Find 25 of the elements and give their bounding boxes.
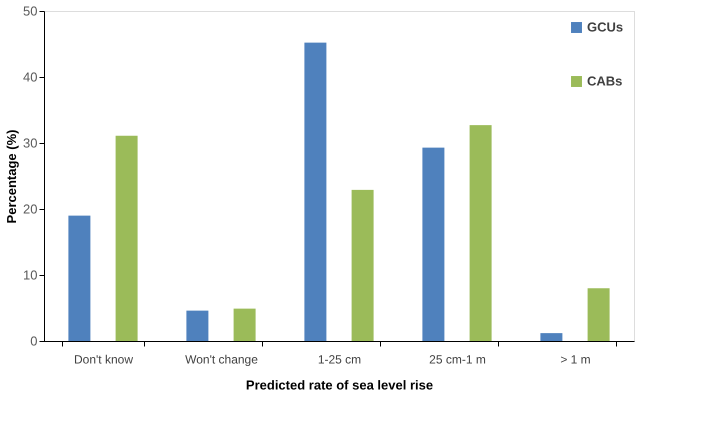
x-tick-label: > 1 m <box>560 352 591 366</box>
x-tick-label: 25 cm-1 m <box>429 352 486 366</box>
bar <box>304 42 326 341</box>
bar <box>116 136 138 341</box>
y-tick-label: 10 <box>23 268 38 282</box>
y-tick-label: 40 <box>23 70 38 84</box>
bar <box>234 308 256 341</box>
y-tick-label: 0 <box>30 334 38 348</box>
y-tick-label: 30 <box>23 136 38 150</box>
bar <box>186 310 208 341</box>
bar <box>540 333 562 341</box>
x-tick-label: Won't change <box>185 352 258 366</box>
legend-label: GCUs <box>587 20 624 34</box>
x-tick-label: 1-25 cm <box>318 352 362 366</box>
y-axis-title: Percentage (%) <box>4 130 20 224</box>
bar <box>422 148 444 341</box>
legend-label: CABs <box>587 74 622 88</box>
bar <box>352 190 374 341</box>
x-axis-title: Predicted rate of sea level rise <box>246 378 434 392</box>
bar <box>470 125 492 341</box>
x-tick-label: Don't know <box>74 352 134 366</box>
y-tick-label: 50 <box>23 4 38 18</box>
bar <box>588 288 610 341</box>
y-tick-label: 20 <box>23 202 38 216</box>
bar <box>68 216 90 341</box>
